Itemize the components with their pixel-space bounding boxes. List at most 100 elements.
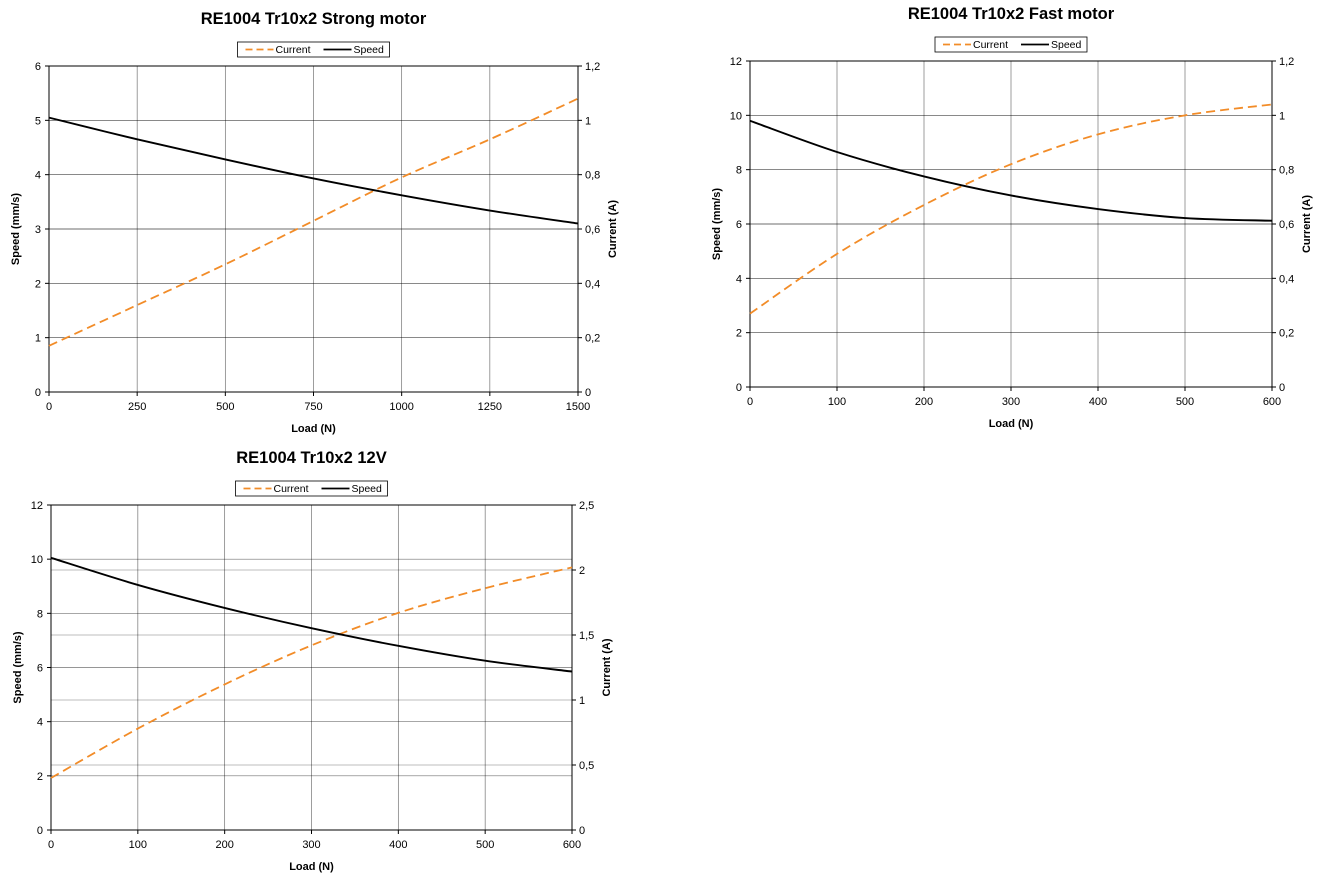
x-tick-label: 1250 bbox=[478, 401, 502, 413]
y2-tick-label: 0,4 bbox=[585, 278, 600, 290]
x-tick-label: 0 bbox=[46, 401, 52, 413]
y2-tick-label: 0,6 bbox=[1279, 219, 1294, 231]
series-line-speed bbox=[48, 116, 579, 225]
y-tick-label: 1 bbox=[35, 333, 41, 345]
y2-tick-label: 1 bbox=[1279, 110, 1285, 122]
y-tick-label: 10 bbox=[730, 110, 742, 122]
y-tick-label: 4 bbox=[35, 170, 41, 182]
y2-tick-label: 1 bbox=[579, 695, 585, 707]
legend-label-speed: Speed bbox=[1051, 39, 1082, 51]
series-line-current bbox=[50, 566, 573, 779]
y2-tick-label: 2 bbox=[579, 565, 585, 577]
x-tick-label: 400 bbox=[1089, 396, 1107, 408]
x-tick-label: 1000 bbox=[389, 401, 413, 413]
y-axis-label: Speed (mm/s) bbox=[10, 193, 22, 265]
x-tick-label: 1500 bbox=[566, 401, 590, 413]
x-tick-label: 200 bbox=[915, 396, 933, 408]
12v-motor-chart: RE1004 Tr10x2 12V Current Speed 0 100 200 300 4… bbox=[0, 440, 640, 880]
legend-box bbox=[237, 41, 390, 58]
y2-tick-label: 0 bbox=[579, 825, 585, 837]
y2-tick-label: 0,2 bbox=[1279, 328, 1294, 340]
legend-label-speed: Speed bbox=[354, 44, 385, 56]
y2-axis-label: Current (A) bbox=[1301, 195, 1313, 253]
y-tick-label: 2 bbox=[35, 278, 41, 290]
y-tick-label: 2 bbox=[736, 328, 742, 340]
x-axis-label: Load (N) bbox=[289, 861, 334, 873]
x-tick-label: 200 bbox=[215, 839, 233, 851]
y2-tick-label: 0,5 bbox=[579, 760, 594, 772]
series-line-speed bbox=[749, 119, 1273, 222]
series-line-current bbox=[749, 103, 1273, 315]
x-tick-label: 500 bbox=[216, 401, 234, 413]
x-tick-label: 750 bbox=[304, 401, 322, 413]
legend-box bbox=[934, 36, 1088, 53]
y-tick-label: 8 bbox=[37, 608, 43, 620]
y2-tick-label: 1 bbox=[585, 115, 591, 127]
y-tick-label: 0 bbox=[736, 382, 742, 394]
y-tick-label: 4 bbox=[37, 717, 43, 729]
strong-motor-chart: RE1004 Tr10x2 Strong motor Current Speed 0 2… bbox=[0, 0, 640, 445]
y-tick-label: 0 bbox=[37, 825, 43, 837]
y-tick-label: 6 bbox=[35, 61, 41, 73]
y2-tick-label: 2,5 bbox=[579, 500, 594, 512]
y2-tick-label: 0 bbox=[585, 387, 591, 399]
y2-tick-label: 1,2 bbox=[585, 61, 600, 73]
y-tick-label: 2 bbox=[37, 771, 43, 783]
x-axis-label: Load (N) bbox=[989, 418, 1034, 430]
series-line-speed bbox=[50, 556, 573, 673]
x-tick-label: 0 bbox=[48, 839, 54, 851]
y-axis-label: Speed (mm/s) bbox=[12, 631, 24, 703]
x-tick-label: 250 bbox=[128, 401, 146, 413]
legend-label-current: Current bbox=[973, 39, 1008, 51]
y-tick-label: 6 bbox=[37, 663, 43, 675]
y-axis-label: Speed (mm/s) bbox=[711, 188, 723, 260]
y2-tick-label: 0,2 bbox=[585, 333, 600, 345]
legend-label-current: Current bbox=[276, 44, 311, 56]
y-tick-label: 8 bbox=[736, 165, 742, 177]
y2-tick-label: 0,8 bbox=[585, 170, 600, 182]
y-tick-label: 6 bbox=[736, 219, 742, 231]
x-tick-label: 400 bbox=[389, 839, 407, 851]
y-tick-label: 0 bbox=[35, 387, 41, 399]
y2-axis-label: Current (A) bbox=[607, 200, 619, 258]
legend: Current Speed bbox=[237, 41, 390, 58]
legend-label-current: Current bbox=[274, 483, 309, 495]
y-tick-label: 3 bbox=[35, 224, 41, 236]
legend-box bbox=[235, 480, 388, 497]
y2-tick-label: 0 bbox=[1279, 382, 1285, 394]
fast-motor-chart: RE1004 Tr10x2 Fast motor Current Speed 0 100… bbox=[700, 0, 1327, 445]
y-tick-label: 5 bbox=[35, 115, 41, 127]
x-tick-label: 300 bbox=[302, 839, 320, 851]
x-axis-label: Load (N) bbox=[291, 423, 336, 435]
y-tick-label: 12 bbox=[730, 56, 742, 68]
y2-tick-label: 1,2 bbox=[1279, 56, 1294, 68]
x-tick-label: 300 bbox=[1002, 396, 1020, 408]
chart-title: RE1004 Tr10x2 Fast motor bbox=[908, 5, 1115, 23]
x-tick-label: 100 bbox=[129, 839, 147, 851]
legend-label-speed: Speed bbox=[352, 483, 383, 495]
x-tick-label: 500 bbox=[476, 839, 494, 851]
x-tick-label: 100 bbox=[828, 396, 846, 408]
y2-tick-label: 0,4 bbox=[1279, 273, 1294, 285]
y2-tick-label: 0,8 bbox=[1279, 165, 1294, 177]
y-tick-label: 4 bbox=[736, 273, 742, 285]
gridlines bbox=[749, 60, 1273, 388]
y-tick-label: 12 bbox=[31, 500, 43, 512]
x-tick-label: 600 bbox=[1263, 396, 1281, 408]
y2-tick-label: 1,5 bbox=[579, 630, 594, 642]
x-tick-label: 500 bbox=[1176, 396, 1194, 408]
gridlines bbox=[48, 65, 579, 393]
y-tick-label: 10 bbox=[31, 554, 43, 566]
y2-axis-label: Current (A) bbox=[601, 638, 613, 696]
legend: Current Speed bbox=[235, 480, 388, 497]
x-tick-label: 600 bbox=[563, 839, 581, 851]
x-tick-label: 0 bbox=[747, 396, 753, 408]
chart-svg: RE1004 Tr10x2 Strong motor Current Speed 0 2… bbox=[10, 10, 619, 435]
y2-tick-label: 0,6 bbox=[585, 224, 600, 236]
chart-title: RE1004 Tr10x2 12V bbox=[236, 449, 386, 467]
legend: Current Speed bbox=[934, 36, 1088, 53]
gridlines bbox=[50, 504, 573, 831]
chart-title: RE1004 Tr10x2 Strong motor bbox=[201, 10, 427, 28]
